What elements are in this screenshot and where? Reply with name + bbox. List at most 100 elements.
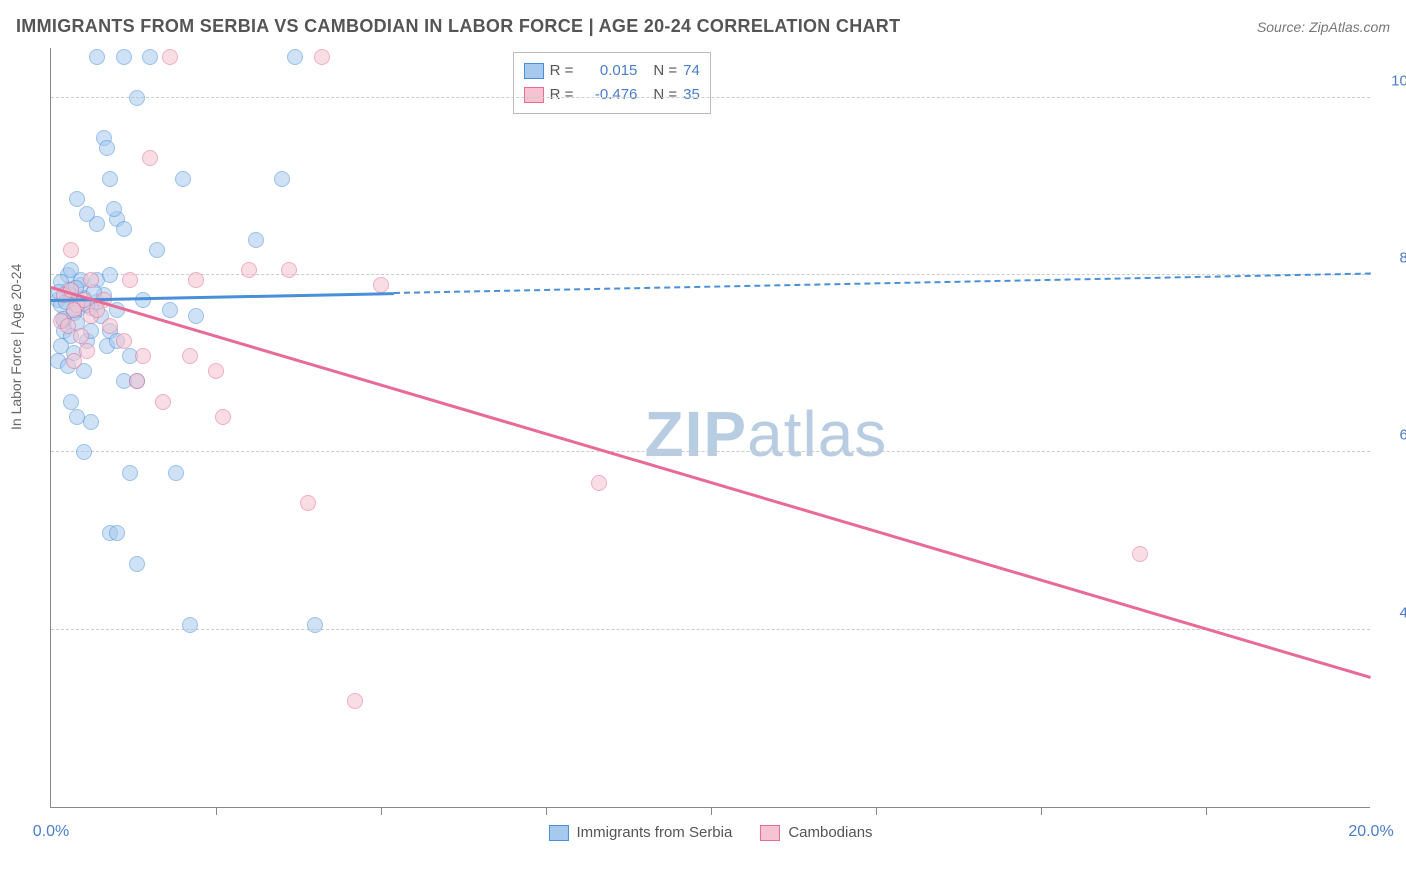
x-tick	[546, 807, 547, 815]
data-point	[175, 171, 191, 187]
data-point	[347, 693, 363, 709]
data-point	[142, 49, 158, 65]
data-point	[274, 171, 290, 187]
y-tick-label: 82.5%	[1378, 250, 1406, 267]
data-point	[63, 394, 79, 410]
data-point	[122, 465, 138, 481]
data-point	[76, 444, 92, 460]
x-tick-label: 20.0%	[1348, 823, 1393, 841]
x-tick	[876, 807, 877, 815]
data-point	[129, 373, 145, 389]
x-tick	[711, 807, 712, 815]
data-point	[248, 232, 264, 248]
legend-n-value: 35	[683, 83, 700, 107]
data-point	[149, 242, 165, 258]
data-point	[241, 262, 257, 278]
trend-line-dashed	[394, 273, 1371, 294]
data-point	[287, 49, 303, 65]
legend-n-value: 74	[683, 59, 700, 83]
data-point	[109, 525, 125, 541]
data-point	[162, 49, 178, 65]
gridline	[51, 97, 1370, 98]
trend-line	[51, 286, 1372, 679]
data-point	[1132, 546, 1148, 562]
data-point	[66, 353, 82, 369]
source-attribution: Source: ZipAtlas.com	[1257, 19, 1390, 35]
data-point	[208, 363, 224, 379]
data-point	[135, 348, 151, 364]
y-tick-label: 65.0%	[1378, 427, 1406, 444]
x-tick	[1206, 807, 1207, 815]
data-point	[79, 343, 95, 359]
chart-title: IMMIGRANTS FROM SERBIA VS CAMBODIAN IN L…	[16, 16, 900, 37]
legend-series: Immigrants from Serbia Cambodians	[548, 824, 872, 841]
gridline	[51, 629, 1370, 630]
data-point	[102, 318, 118, 334]
x-tick-label: 0.0%	[33, 823, 69, 841]
legend-swatch	[548, 825, 568, 841]
legend-series-item: Immigrants from Serbia	[548, 824, 732, 841]
data-point	[129, 556, 145, 572]
data-point	[102, 267, 118, 283]
legend-r-label: R =	[550, 83, 574, 107]
data-point	[106, 201, 122, 217]
data-point	[66, 302, 82, 318]
x-tick	[1041, 807, 1042, 815]
data-point	[182, 348, 198, 364]
watermark-atlas: atlas	[747, 398, 887, 470]
data-point	[69, 409, 85, 425]
data-point	[142, 150, 158, 166]
data-point	[73, 328, 89, 344]
data-point	[168, 465, 184, 481]
data-point	[314, 49, 330, 65]
data-point	[591, 475, 607, 491]
data-point	[69, 191, 85, 207]
data-point	[188, 272, 204, 288]
legend-series-item: Cambodians	[760, 824, 872, 841]
data-point	[135, 292, 151, 308]
legend-series-label: Immigrants from Serbia	[576, 824, 732, 841]
legend-swatch	[760, 825, 780, 841]
legend-swatch	[524, 63, 544, 79]
data-point	[116, 333, 132, 349]
y-tick-label: 47.5%	[1378, 604, 1406, 621]
data-point	[155, 394, 171, 410]
legend-r-value: -0.476	[579, 83, 637, 107]
data-point	[188, 308, 204, 324]
data-point	[300, 495, 316, 511]
data-point	[102, 171, 118, 187]
data-point	[122, 272, 138, 288]
data-point	[116, 221, 132, 237]
gridline	[51, 451, 1370, 452]
plot-area: ZIPatlas R =0.015N =74R =-0.476N =35 Imm…	[50, 48, 1370, 808]
data-point	[215, 409, 231, 425]
data-point	[162, 302, 178, 318]
legend-row: R =0.015 N =74	[524, 59, 700, 83]
watermark-zip: ZIP	[645, 398, 748, 470]
x-tick	[216, 807, 217, 815]
data-point	[89, 302, 105, 318]
data-point	[63, 242, 79, 258]
legend-row: R =-0.476 N =35	[524, 83, 700, 107]
data-point	[129, 90, 145, 106]
data-point	[182, 617, 198, 633]
legend-swatch	[524, 87, 544, 103]
x-tick	[381, 807, 382, 815]
legend-correlation: R =0.015 N =74 R =-0.476 N =35	[513, 52, 711, 114]
legend-r-label: R =	[550, 59, 574, 83]
data-point	[79, 206, 95, 222]
legend-n-label: N =	[653, 59, 677, 83]
legend-series-label: Cambodians	[788, 824, 872, 841]
data-point	[89, 49, 105, 65]
y-tick-label: 100.0%	[1378, 72, 1406, 89]
watermark: ZIPatlas	[645, 397, 888, 471]
data-point	[116, 49, 132, 65]
data-point	[99, 140, 115, 156]
data-point	[373, 277, 389, 293]
data-point	[281, 262, 297, 278]
legend-r-value: 0.015	[579, 59, 637, 83]
y-axis-label: In Labor Force | Age 20-24	[8, 264, 24, 430]
data-point	[83, 272, 99, 288]
data-point	[307, 617, 323, 633]
legend-n-label: N =	[653, 83, 677, 107]
